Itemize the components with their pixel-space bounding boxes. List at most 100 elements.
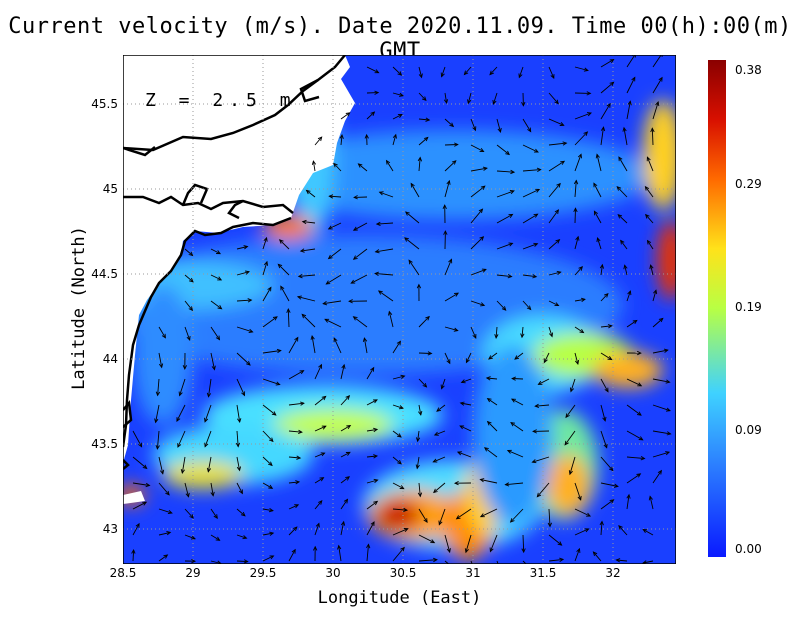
velocity-arrow	[522, 300, 532, 310]
velocity-arrowhead	[210, 491, 215, 497]
velocity-arrowhead	[263, 260, 269, 266]
velocity-arrowhead	[422, 382, 428, 388]
velocity-arrow	[323, 300, 342, 305]
velocity-arrow	[297, 296, 316, 302]
velocity-arrow	[184, 326, 191, 341]
velocity-arrowhead	[531, 459, 537, 464]
velocity-arrowhead	[177, 443, 182, 448]
velocity-arrow	[548, 183, 561, 198]
velocity-arrow	[522, 243, 538, 250]
velocity-arrow	[210, 482, 214, 496]
velocity-arrowhead	[415, 464, 420, 470]
velocity-arrowhead	[583, 67, 589, 72]
velocity-arrowhead	[206, 392, 212, 398]
velocity-arrowhead	[340, 520, 346, 526]
velocity-arrowhead	[240, 511, 246, 517]
velocity-arrowhead	[217, 276, 223, 281]
velocity-arrowhead	[243, 245, 249, 250]
velocity-arrowhead	[593, 210, 598, 216]
velocity-arrow	[652, 430, 671, 435]
velocity-arrowhead	[472, 126, 477, 132]
velocity-arrowhead	[373, 500, 379, 506]
velocity-arrowhead	[343, 498, 349, 504]
velocity-arrowhead	[592, 551, 598, 557]
velocity-arrowhead	[357, 163, 363, 168]
velocity-arrowhead	[508, 213, 514, 218]
velocity-arrowhead	[532, 274, 538, 279]
velocity-arrow	[652, 470, 662, 484]
velocity-arrowhead	[235, 442, 241, 448]
velocity-arrow	[392, 508, 408, 511]
velocity-arrow	[522, 118, 532, 132]
velocity-arrow	[600, 81, 614, 94]
velocity-arrowhead	[292, 526, 298, 532]
velocity-arrowhead	[155, 391, 161, 397]
velocity-arrow	[444, 160, 457, 172]
velocity-arrow	[366, 428, 378, 432]
velocity-arrow	[366, 544, 369, 562]
velocity-arrowhead	[596, 237, 601, 243]
velocity-arrow	[444, 144, 458, 146]
velocity-arrow	[132, 523, 140, 536]
velocity-arrowhead	[318, 363, 323, 369]
velocity-arrowhead	[339, 133, 344, 139]
velocity-arrow	[565, 404, 576, 418]
velocity-arrow	[155, 404, 160, 423]
velocity-arrow	[236, 560, 248, 563]
velocity-arrowhead	[518, 73, 523, 79]
velocity-arrow	[184, 248, 193, 256]
velocity-arrowhead	[333, 337, 338, 343]
velocity-arrow	[441, 378, 446, 389]
velocity-arrow	[326, 274, 342, 285]
velocity-arrow	[350, 274, 368, 284]
velocity-arrow	[236, 378, 245, 396]
velocity-arrowhead	[455, 515, 461, 520]
velocity-arrowhead	[459, 425, 465, 430]
velocity-arrow	[262, 555, 274, 562]
velocity-arrowhead	[373, 454, 379, 459]
velocity-arrow	[210, 274, 222, 281]
velocity-arrow	[496, 190, 515, 198]
velocity-arrow	[441, 66, 446, 77]
velocity-arrowhead	[275, 381, 281, 386]
velocity-arrow	[522, 188, 540, 198]
velocity-arrow	[470, 118, 476, 131]
velocity-arrow	[470, 185, 486, 198]
y-tick: 43	[102, 522, 118, 536]
velocity-arrow	[600, 499, 614, 510]
velocity-arrow	[645, 214, 654, 224]
velocity-arrow	[532, 456, 550, 463]
velocity-arrowhead	[238, 489, 243, 495]
velocity-arrow	[484, 447, 498, 458]
y-tick: 45.5	[91, 97, 118, 111]
velocity-arrowhead	[418, 73, 423, 79]
velocity-arrow	[646, 157, 654, 172]
velocity-arrowhead	[497, 127, 502, 134]
velocity-arrowhead	[577, 153, 582, 159]
velocity-arrow	[388, 311, 394, 328]
velocity-arrow	[288, 481, 300, 484]
velocity-arrowhead	[479, 478, 485, 483]
velocity-arrow	[132, 430, 142, 447]
velocity-arrowhead	[521, 548, 526, 554]
y-tick: 45	[102, 182, 118, 196]
velocity-arrow	[597, 237, 602, 250]
velocity-arrow	[574, 548, 580, 562]
velocity-arrow	[280, 286, 290, 302]
velocity-arrow	[277, 263, 290, 276]
velocity-arrow	[405, 211, 420, 224]
velocity-arrow	[489, 534, 498, 552]
velocity-arrow	[574, 66, 589, 71]
velocity-arrow	[626, 55, 636, 68]
velocity-arrowhead	[399, 485, 405, 490]
x-tick: 29	[185, 566, 201, 580]
velocity-arrow	[338, 545, 342, 562]
velocity-arrowhead	[604, 292, 609, 298]
velocity-arrowhead	[370, 521, 375, 527]
velocity-arrowhead	[586, 112, 592, 117]
velocity-arrow	[177, 430, 186, 448]
velocity-arrow	[444, 292, 459, 302]
velocity-arrowhead	[399, 92, 405, 97]
velocity-arrow	[366, 479, 378, 484]
velocity-arrowhead	[425, 117, 431, 122]
